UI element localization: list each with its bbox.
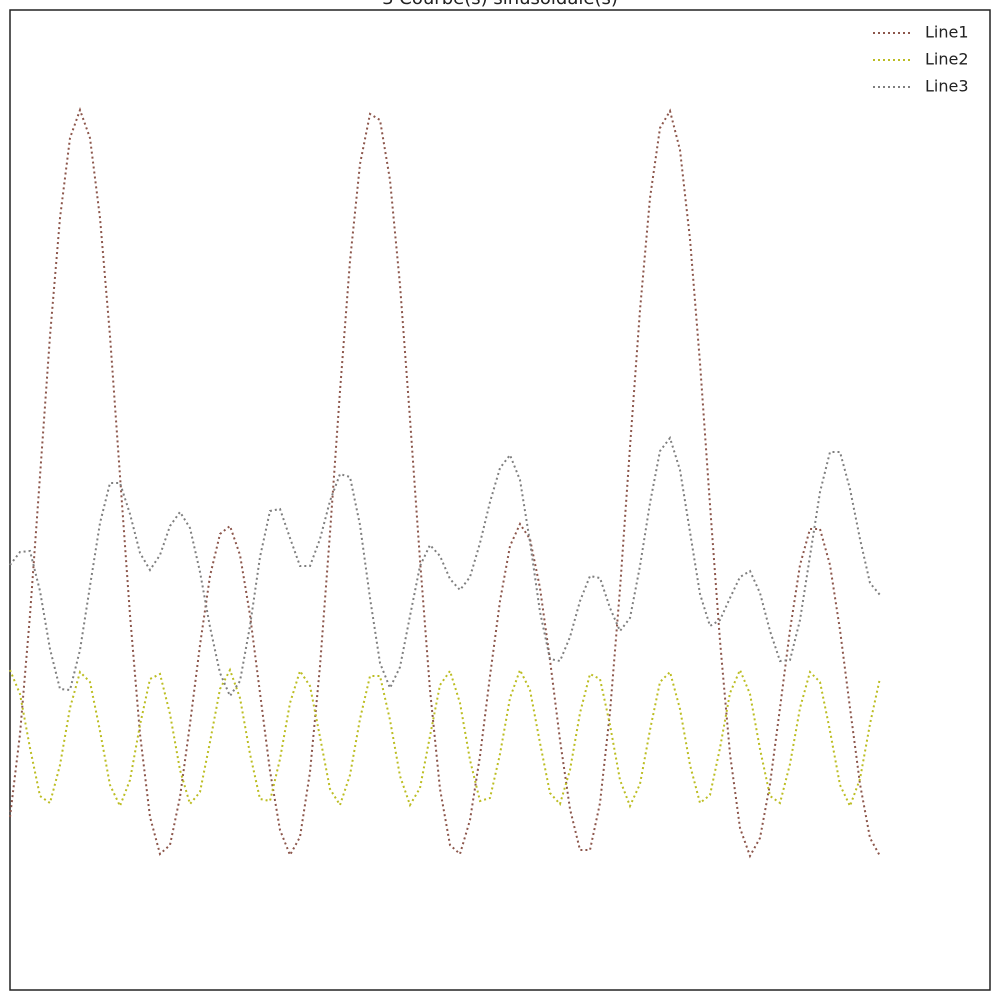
chart-title: 3 Courbe(s) sinusoïdale(s) <box>382 0 618 9</box>
plot-frame <box>9 9 991 991</box>
legend-label: Line1 <box>925 23 969 42</box>
line-series <box>9 667 881 809</box>
line-series <box>9 435 881 699</box>
line-series <box>9 107 881 859</box>
legend-label: Line3 <box>925 77 969 96</box>
legend-label: Line2 <box>925 50 969 69</box>
